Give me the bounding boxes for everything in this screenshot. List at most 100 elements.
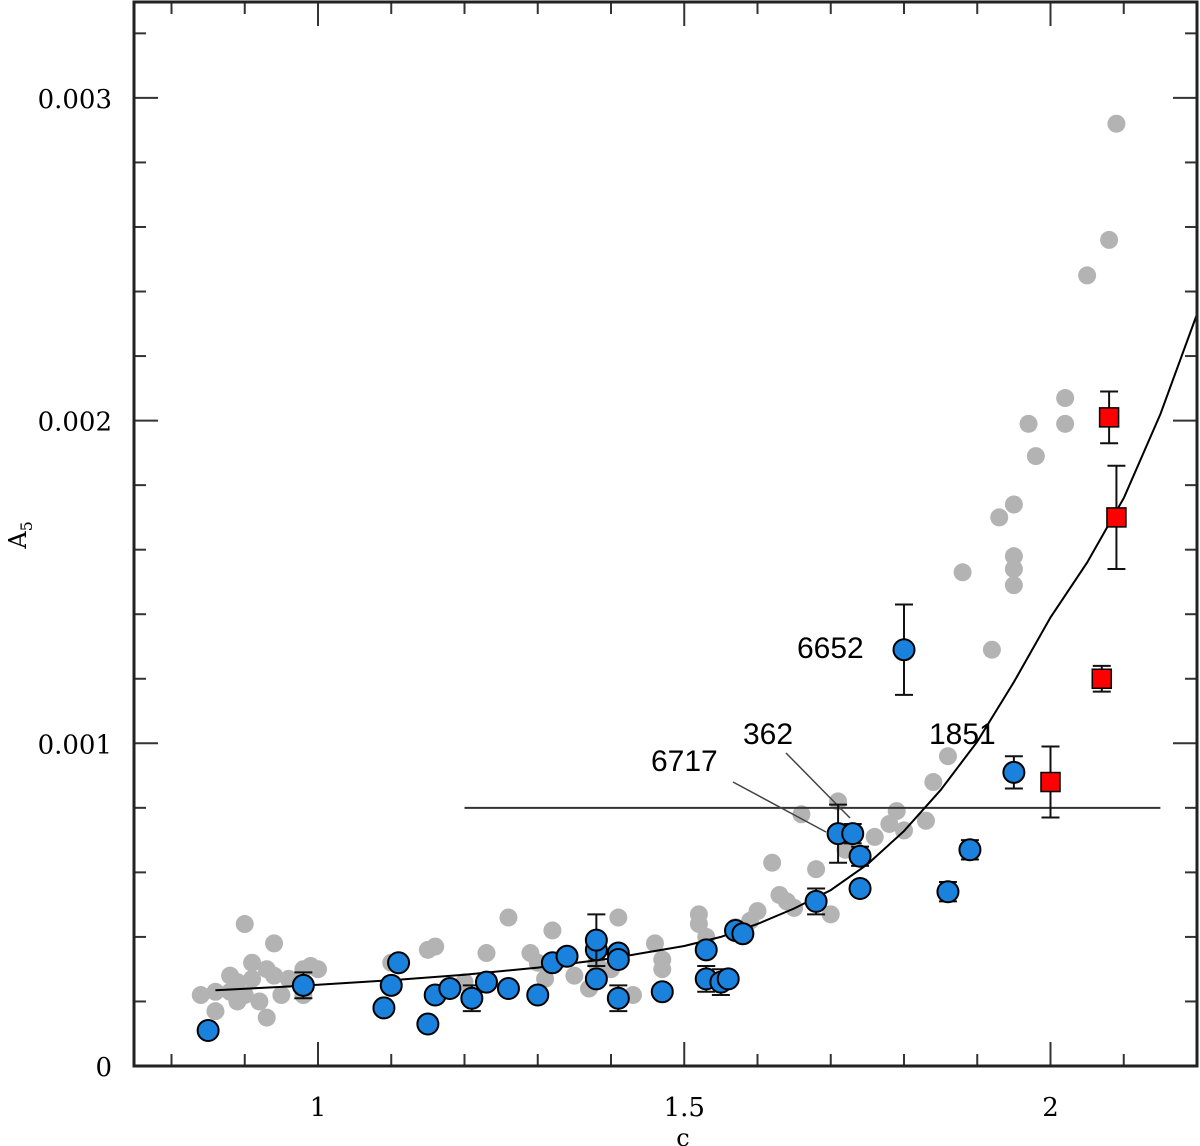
blue-point [804,889,828,913]
blue-point [460,986,484,1010]
annotation-6652: 6652 [797,632,864,665]
grey-point [265,966,284,985]
blue-point [372,996,396,1020]
red-square-point [1040,771,1061,793]
y-tick-label: 0.002 [38,408,112,438]
blue-point [496,977,520,1001]
grey-point [206,982,225,1001]
axis-major-ticks [134,2,1197,1067]
grey-point [257,1008,276,1027]
blue-point [892,638,916,662]
blue-point [416,1012,440,1036]
grey-background-points [191,114,1126,1027]
x-tick-label: 1 [310,1093,327,1123]
grey-point [426,937,445,956]
y-axis-title: A5 [4,521,36,550]
grey-point [206,1002,225,1021]
grey-point [1100,230,1119,249]
blue-point [848,844,872,868]
grey-point [645,934,664,953]
blue-point [387,951,411,975]
grey-point [536,969,555,988]
grey-point [191,986,210,1005]
grey-point [807,860,826,879]
blue-point [848,877,872,901]
grey-point [243,969,262,988]
blue-point [694,938,718,962]
grey-point [1004,547,1023,566]
grey-point [953,563,972,582]
grey-point [265,934,284,953]
blue-point [526,983,550,1007]
grey-point [477,944,496,963]
y-tick-label: 0.001 [38,730,112,760]
leader-line [732,781,827,833]
grey-point [1004,576,1023,595]
blue-point [606,948,630,972]
blue-point [474,970,498,994]
grey-point [1004,560,1023,579]
plot-frame [132,0,1199,1068]
grey-point [821,905,840,924]
blue-point [650,980,674,1004]
blue-point [196,1019,220,1043]
x-tick-label: 2 [1042,1093,1059,1123]
axis-tick-labels: 1 1.5 2 0 0.001 0.002 0.003 [38,85,1059,1123]
blue-point [958,838,982,862]
red-square-point [1098,407,1120,428]
grey-point [748,902,767,921]
grey-point [990,508,1009,527]
x-tick-label: 1.5 [664,1093,705,1123]
grey-point [250,992,269,1011]
grey-point [235,986,254,1005]
red-square-point [1091,668,1113,690]
grey-point [1004,495,1023,514]
grey-point [924,773,943,792]
leader-line [785,752,851,819]
x-axis-title: c [676,1124,689,1146]
annotation-labels: 6652 6717 362 1851 [651,632,996,778]
grey-point [1078,266,1097,285]
grey-point [1107,114,1126,133]
grey-point [982,640,1001,659]
blue-point [438,977,462,1001]
blue-point [731,922,755,946]
grey-point [1026,447,1045,466]
fit-curve [215,313,1198,992]
blue-point [1002,760,1026,784]
blue-point [379,973,403,997]
blue-point [584,967,608,991]
grey-point [792,805,811,824]
grey-point [938,747,957,766]
y-tick-label: 0 [95,1053,112,1083]
axis-minor-ticks [134,2,1197,1066]
blue-data-points [196,603,1026,1043]
annotation-leader-lines [732,752,851,833]
grey-point [235,915,254,934]
blue-point [841,822,865,846]
red-square-point [1106,507,1127,528]
grey-point [865,827,884,846]
y-axis-title-sub: 5 [17,521,36,531]
blue-point [936,880,960,904]
y-axis-title-main: A [4,531,32,550]
grey-point [829,792,848,811]
grey-point [1056,389,1075,408]
grey-point [1019,414,1038,433]
blue-point [716,967,740,991]
grey-point [609,908,628,927]
red-square-points [1040,390,1127,819]
grey-point [653,960,672,979]
grey-point [565,966,584,985]
annotation-6717: 6717 [651,745,718,778]
grey-point [272,986,291,1005]
grey-point [309,960,327,979]
grey-point [916,811,935,830]
annotation-1851: 1851 [929,718,996,751]
grey-point [763,853,782,872]
grey-point [243,953,262,972]
annotation-362: 362 [743,718,793,751]
svg-text:A5: A5 [4,521,36,550]
y-tick-label: 0.003 [38,85,112,115]
